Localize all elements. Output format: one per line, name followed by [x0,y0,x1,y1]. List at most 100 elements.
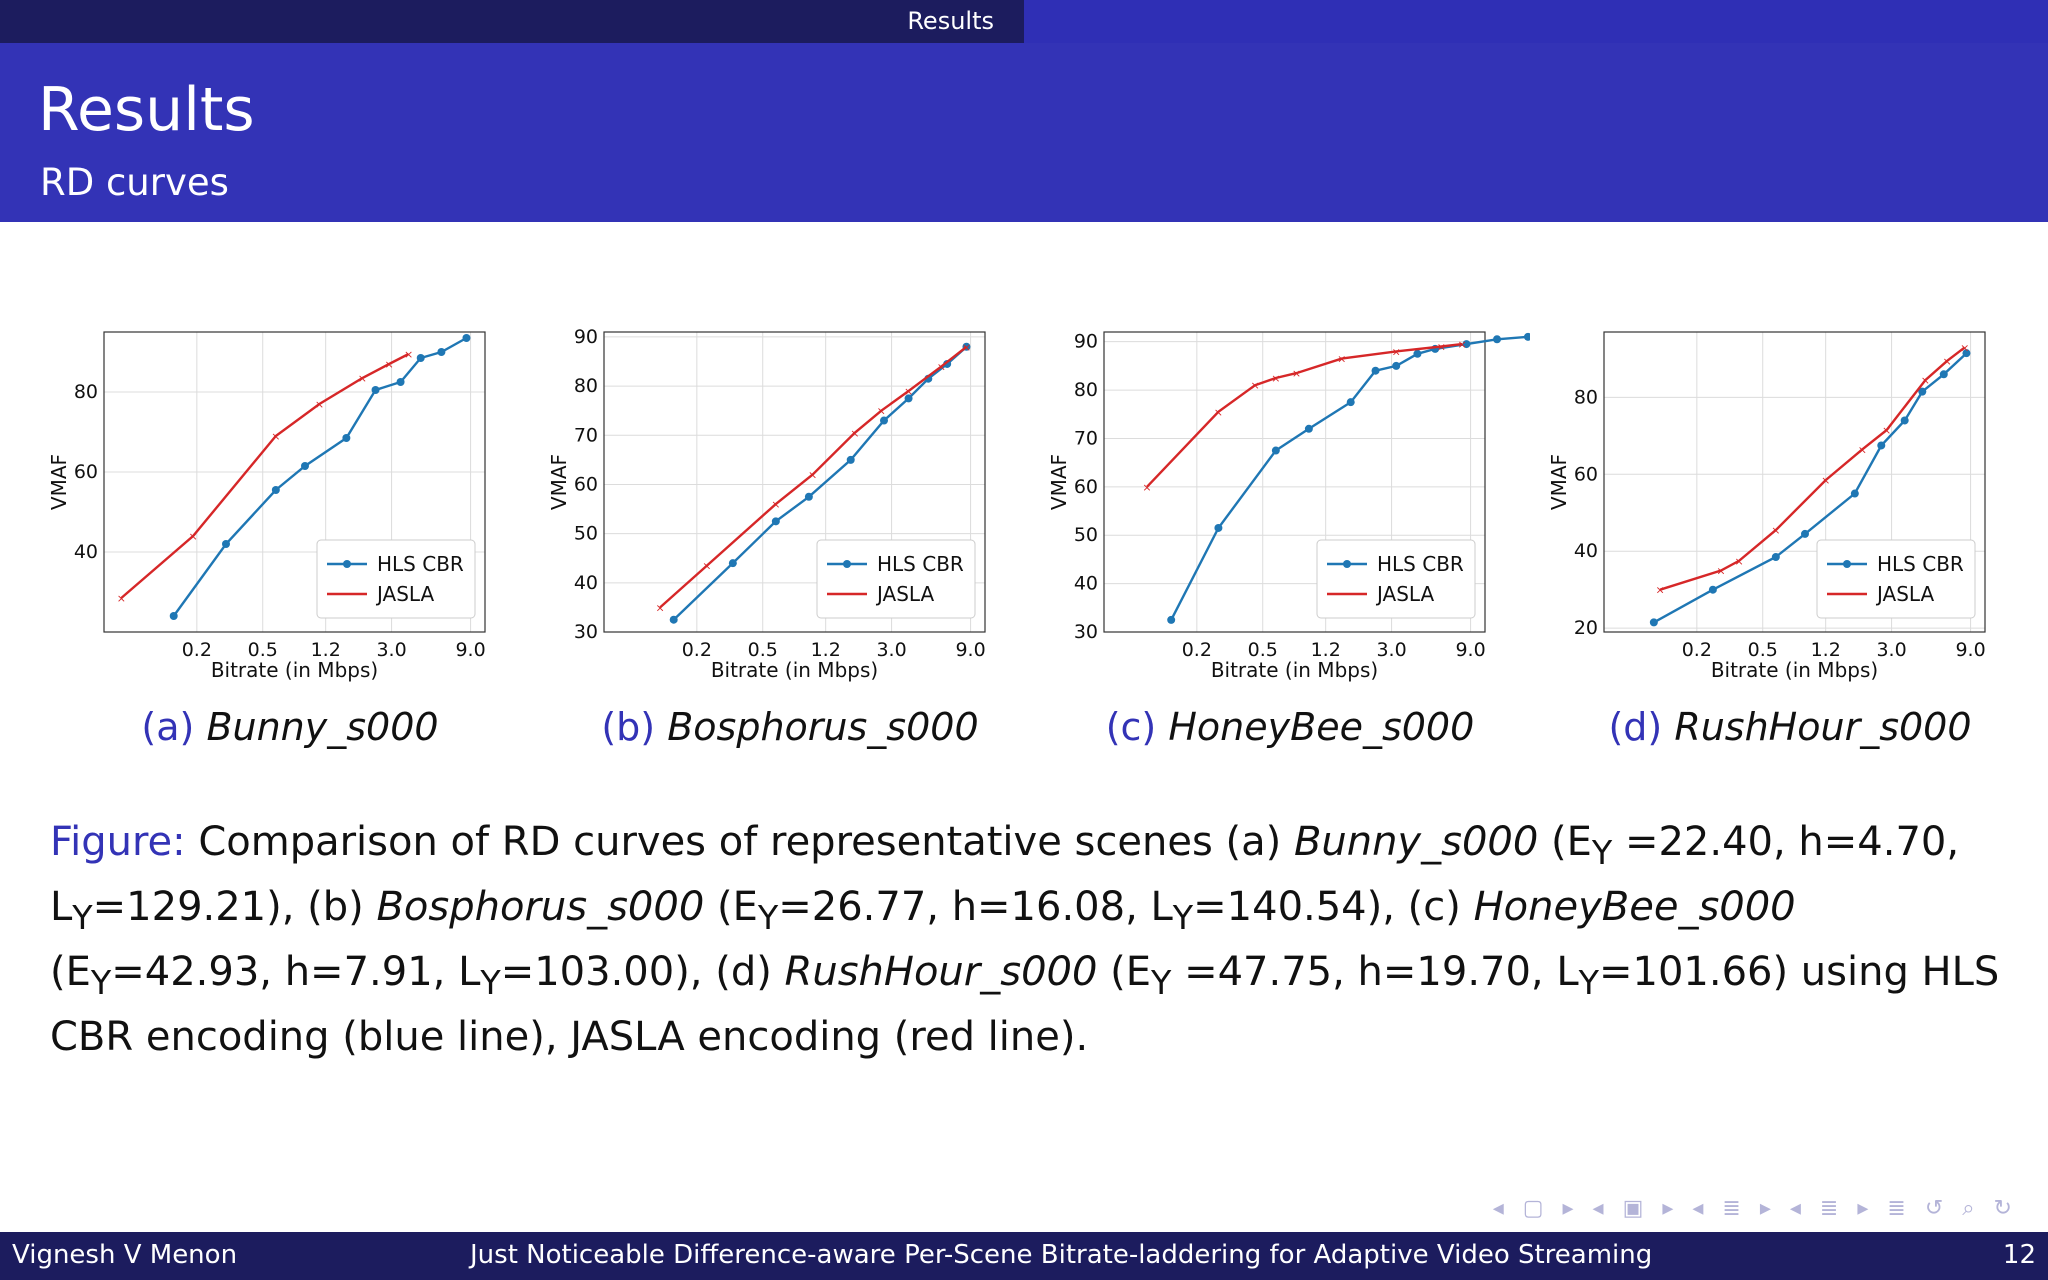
hls-cbr-point [1167,615,1176,624]
subcaption-b: (b) Bosphorus_s000 [601,705,979,749]
jasla-point: × [1392,345,1401,358]
legend-label: JASLA [1375,582,1435,606]
jasla-point: × [189,530,198,543]
x-tick-label: 1.2 [311,639,341,661]
jasla-point: × [1337,353,1346,366]
footer-author: Vignesh V Menon [12,1240,238,1270]
hls-cbr-point [1900,416,1909,425]
x-tick-label: 1.2 [1311,639,1341,661]
x-tick-label: 0.5 [1248,639,1278,661]
beamer-navigation-icons[interactable]: ◂ ▢ ▸ ◂ ▣ ▸ ◂ ≣ ▸ ◂ ≣ ▸ ≣ ↺ ⌕ ↻ [1492,1196,2018,1221]
x-tick-label: 9.0 [1455,639,1485,661]
jasla-point: × [877,405,886,418]
jasla-point: × [1771,524,1780,537]
frame-title: Results [38,75,255,145]
hls-cbr-point [221,540,230,548]
jasla-point: × [1821,474,1830,487]
hls-cbr-point [437,348,446,356]
y-tick-label: 40 [1074,573,1098,595]
hls-cbr-point [271,486,280,494]
figure-caption: Figure: Comparison of RD curves of repre… [50,819,2000,1060]
y-axis-label: VMAF [1050,454,1071,510]
jasla-point: × [1214,406,1223,419]
y-tick-label: 60 [1074,476,1098,498]
hls-cbr-point [1392,361,1401,370]
subcaption-d: (d) RushHour_s000 [1608,705,1972,749]
x-tick-label: 0.2 [1182,639,1212,661]
x-tick-label: 0.2 [682,639,712,661]
y-tick-label: 70 [1074,427,1098,449]
x-tick-label: 3.0 [876,639,906,661]
hls-cbr-point [1371,366,1380,375]
y-tick-label: 80 [1574,386,1598,408]
legend-label: HLS CBR [877,552,964,576]
top-navigation-bar: Results [0,0,2048,43]
x-tick-label: 0.5 [1748,639,1778,661]
jasla-point: × [904,385,913,398]
hls-cbr-point [728,559,737,568]
hls-cbr-point [1413,349,1422,358]
hls-cbr-point [1939,370,1948,379]
y-axis-label: VMAF [50,454,71,510]
y-tick-label: 90 [1074,331,1098,353]
y-tick-label: 80 [1074,379,1098,401]
hls-cbr-point [904,394,913,403]
jasla-point: × [1921,374,1930,387]
hls-cbr-point [462,334,471,342]
legend-label: HLS CBR [1877,552,1964,576]
legend-label: HLS CBR [1377,552,1464,576]
jasla-point: × [404,348,413,361]
x-tick-label: 0.2 [1682,639,1712,661]
hls-cbr-point [846,455,855,464]
x-axis-label: Bitrate (in Mbps) [1711,658,1878,682]
x-tick-label: 9.0 [1955,639,1985,661]
x-axis-label: Bitrate (in Mbps) [211,658,378,682]
hls-cbr-point [342,434,351,442]
chart-bosphorus: 0.2 0.5 1.2 3.0 9.0 30 40 50 60 70 80 90 Bitrate (in… [550,300,1030,690]
jasla-point: × [962,341,971,354]
plot-frame [603,331,986,633]
hls-cbr-point [771,517,780,526]
jasla-point: × [1142,481,1151,494]
hls-cbr-point [1523,332,1530,341]
plot-frame [103,331,486,633]
x-tick-label: 3.0 [376,639,406,661]
hls-cbr-point [1850,489,1859,498]
jasla-line [1146,342,1463,488]
hls-cbr-point [669,615,678,624]
y-axis-label: VMAF [550,454,571,510]
legend-marker [343,560,351,568]
y-tick-label: 60 [1574,463,1598,485]
page-number: 12 [2002,1240,2036,1270]
section-link[interactable]: Results [907,7,994,35]
hls-cbr-point [1304,424,1313,433]
subcaption-a: (a) Bunny_s000 [141,705,439,749]
jasla-point: × [937,360,946,373]
hls-cbr-line [672,345,968,621]
chart-bunny-svg: 0.2 0.5 1.2 3.0 9.0 40 60 80 Bitrate (in Mbps) VM… [50,331,486,682]
x-tick-label: 0.5 [248,639,278,661]
hls-cbr-line [172,336,468,617]
jasla-point: × [1716,564,1725,577]
jasla-point: × [1882,424,1891,437]
y-tick-label: 30 [1074,621,1098,643]
jasla-point: × [358,372,367,385]
legend-label: JASLA [875,582,935,606]
jasla-point: × [1858,443,1867,456]
hls-cbr-point [879,416,888,425]
hls-cbr-point [1462,340,1471,349]
y-tick-label: 80 [74,381,98,403]
frame-header: Results RD curves [0,43,2048,222]
x-tick-label: 9.0 [455,639,485,661]
jasla-point: × [271,430,280,443]
jasla-point: × [850,427,859,440]
jasla-point: × [1655,584,1664,597]
y-tick-label: 50 [1074,524,1098,546]
legend-box [816,539,976,619]
hls-cbr-point [1649,618,1658,627]
jasla-point: × [655,601,664,614]
x-tick-label: 3.0 [1376,639,1406,661]
plot-frame [1603,331,1986,633]
x-tick-label: 3.0 [1876,639,1906,661]
jasla-point: × [1960,341,1969,354]
